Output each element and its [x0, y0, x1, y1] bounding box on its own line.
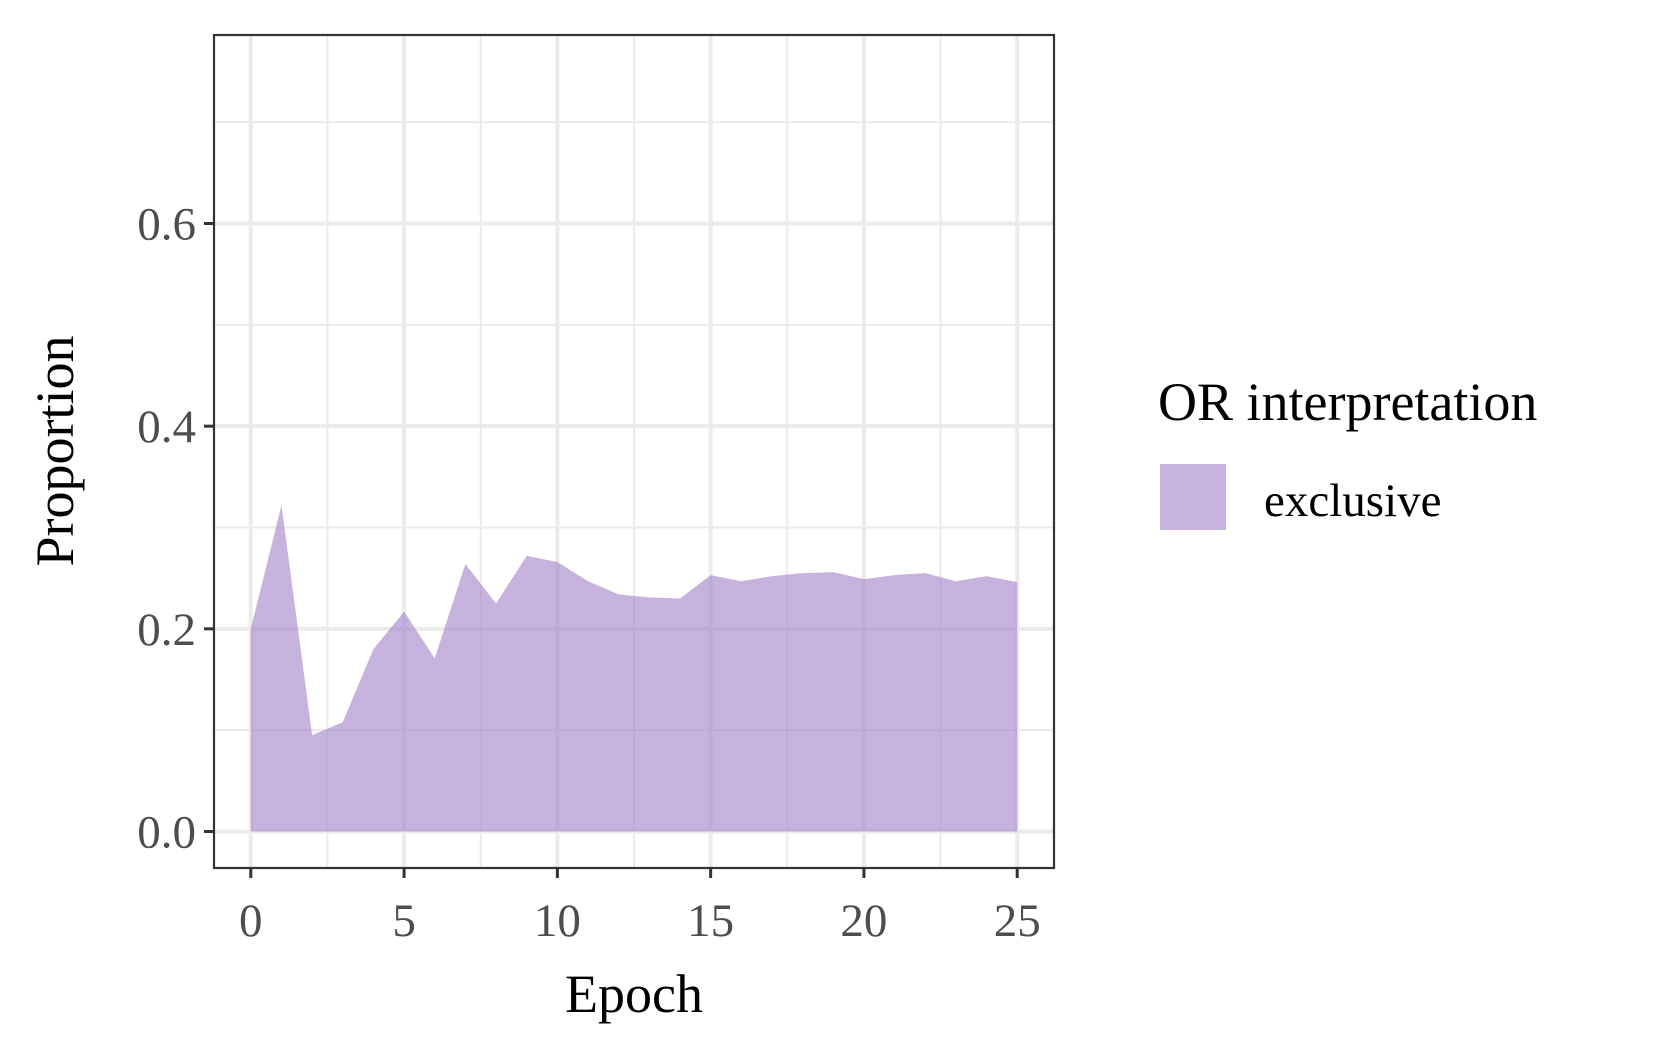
axes: 0.0 0.2 0.4 0.6 0 5 10 15 20 25 [137, 198, 1040, 947]
area [250, 505, 1018, 832]
y-tick-label: 0.6 [137, 198, 196, 250]
legend-key [1160, 464, 1226, 530]
x-tick-label: 0 [239, 895, 263, 947]
panel-border [212, 33, 1056, 870]
y-tick-label: 0.2 [137, 604, 196, 656]
y-axis-title: Proportion [25, 335, 85, 566]
marks [250, 505, 1018, 832]
y-tick-label: 0.0 [137, 807, 196, 859]
x-tick-label: 10 [534, 895, 581, 947]
legend-label: exclusive [1264, 475, 1442, 527]
x-tick-label: 15 [687, 895, 734, 947]
x-axis-title: Epoch [565, 964, 703, 1024]
legend: exclusive [1160, 464, 1442, 530]
x-tick-label: 25 [994, 895, 1041, 947]
legend-title: OR interpretation [1158, 372, 1537, 432]
x-tick-label: 20 [840, 895, 887, 947]
x-tick-label: 5 [392, 895, 416, 947]
y-tick-label: 0.4 [137, 401, 196, 453]
